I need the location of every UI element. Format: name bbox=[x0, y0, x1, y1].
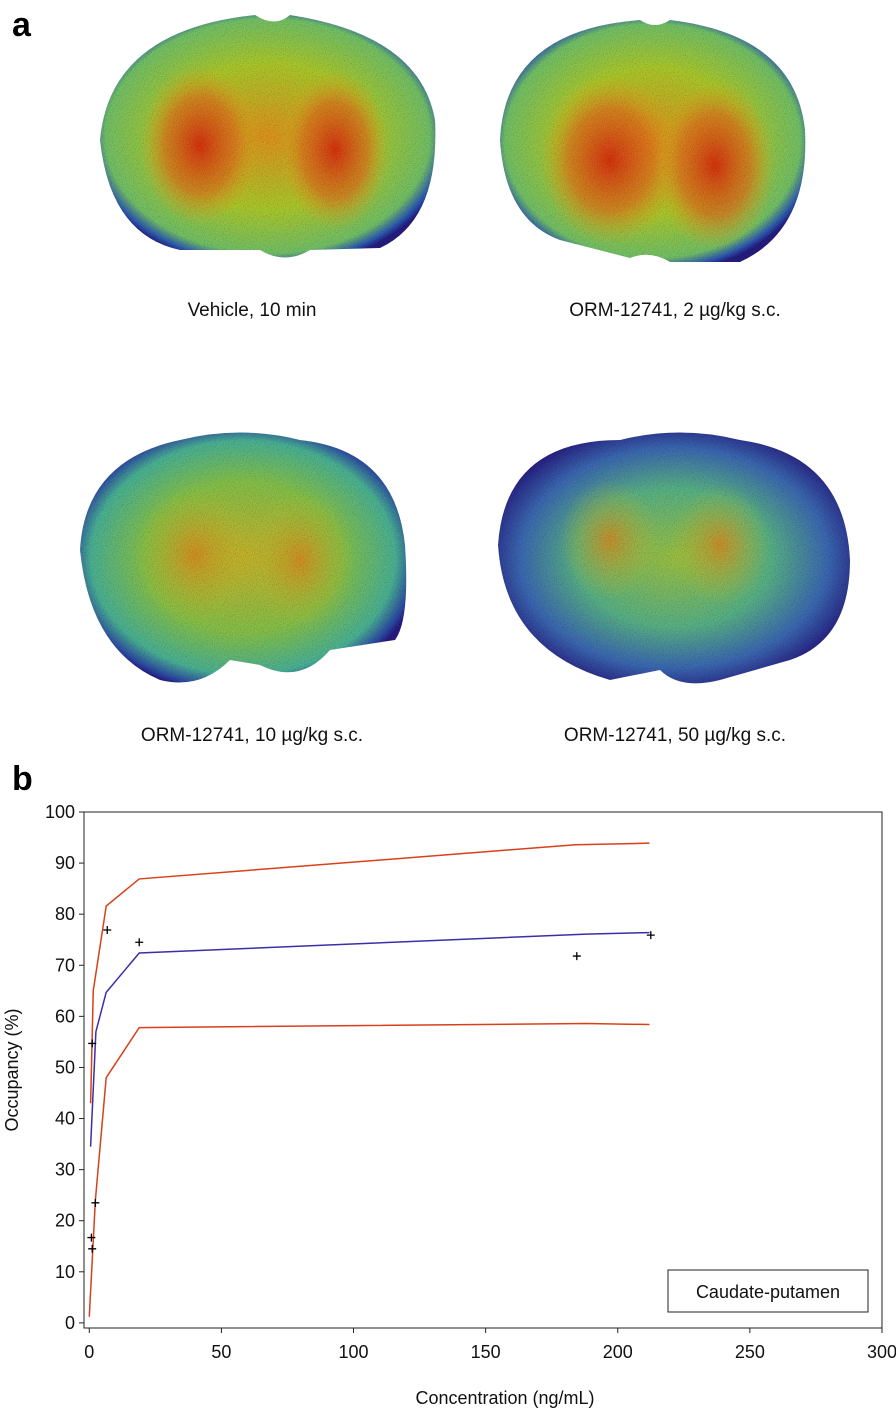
y-tick-label: 10 bbox=[55, 1262, 75, 1282]
legend-box bbox=[667, 1269, 869, 1313]
y-tick-label: 30 bbox=[55, 1160, 75, 1180]
brain-image bbox=[498, 432, 850, 684]
series-line bbox=[89, 931, 650, 1147]
x-tick-label: 50 bbox=[211, 1342, 231, 1362]
data-point bbox=[135, 938, 144, 947]
data-point bbox=[88, 1244, 97, 1253]
plot-frame bbox=[83, 811, 883, 1329]
y-axis-label: Occupancy (%) bbox=[2, 1008, 22, 1131]
data-point bbox=[87, 1233, 96, 1242]
panel-label: b bbox=[12, 760, 33, 798]
caption: ORM-12741, 10 µg/kg s.c. bbox=[141, 725, 363, 746]
caption: Vehicle, 10 min bbox=[188, 300, 317, 321]
x-axis-label: Concentration (ng/mL) bbox=[415, 1388, 594, 1408]
y-tick-label: 50 bbox=[55, 1057, 75, 1077]
brain-image bbox=[80, 432, 407, 683]
x-tick-label: 150 bbox=[471, 1342, 501, 1362]
panel-label: a bbox=[12, 6, 32, 44]
data-point bbox=[572, 952, 581, 961]
x-tick-label: 250 bbox=[735, 1342, 765, 1362]
series-line bbox=[89, 842, 650, 1104]
caption: ORM-12741, 50 µg/kg s.c. bbox=[564, 725, 786, 746]
data-point bbox=[646, 931, 655, 940]
y-tick-label: 40 bbox=[55, 1109, 75, 1129]
data-point bbox=[103, 926, 112, 935]
x-tick-label: 100 bbox=[338, 1342, 368, 1362]
caption: ORM-12741, 2 µg/kg s.c. bbox=[569, 300, 781, 321]
x-tick-label: 200 bbox=[603, 1342, 633, 1362]
series-line bbox=[88, 1022, 650, 1317]
y-tick-label: 80 bbox=[55, 904, 75, 924]
y-tick-label: 60 bbox=[55, 1006, 75, 1026]
legend-label: Caudate-putamen bbox=[696, 1282, 840, 1302]
y-tick-label: 0 bbox=[65, 1313, 75, 1333]
data-point bbox=[91, 1198, 100, 1207]
brain-image bbox=[100, 15, 436, 258]
y-tick-label: 90 bbox=[55, 853, 75, 873]
y-tick-label: 70 bbox=[55, 955, 75, 975]
x-tick-label: 300 bbox=[867, 1342, 896, 1362]
data-point bbox=[88, 1039, 97, 1048]
x-tick-label: 0 bbox=[84, 1342, 94, 1362]
y-tick-label: 20 bbox=[55, 1211, 75, 1231]
brain-image bbox=[500, 20, 806, 262]
y-tick-label: 100 bbox=[45, 802, 75, 822]
